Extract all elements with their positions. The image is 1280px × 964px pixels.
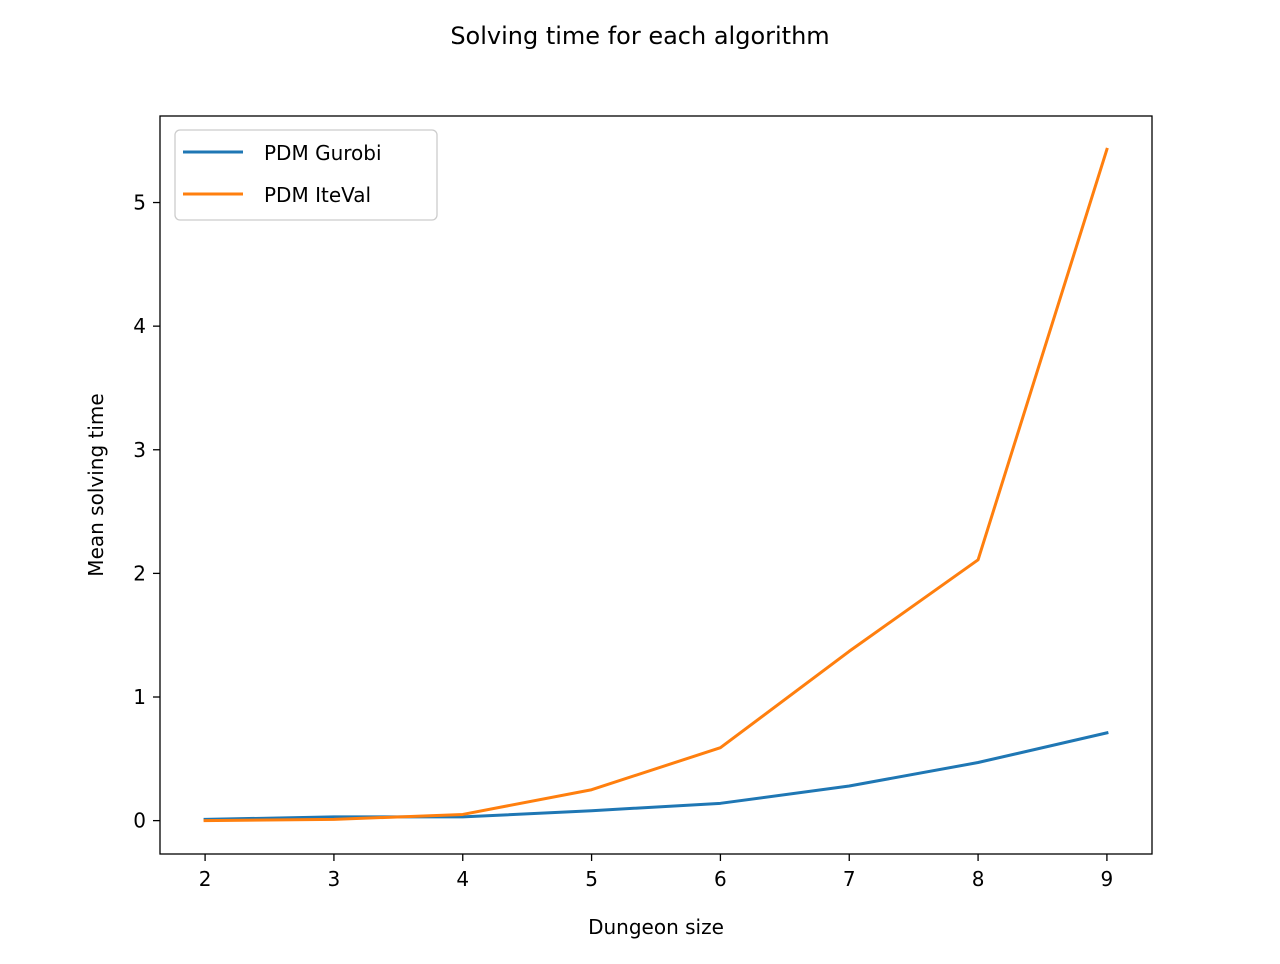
legend: PDM Gurobi PDM IteVal <box>174 129 438 221</box>
y-tick-label: 0 <box>133 809 146 833</box>
y-tick-label: 3 <box>133 438 146 462</box>
chart-title: Solving time for each algorithm <box>450 22 829 50</box>
series-line-pdm-gurobi <box>203 731 1109 821</box>
x-tick-label: 9 <box>1101 867 1114 891</box>
y-tick-label: 1 <box>133 685 146 709</box>
x-tick-label: 5 <box>585 867 598 891</box>
x-axis: 2 3 4 5 6 7 8 9 <box>199 854 1114 891</box>
y-tick-label: 5 <box>133 191 146 215</box>
x-tick-label: 8 <box>972 867 985 891</box>
x-axis-label: Dungeon size <box>588 915 724 939</box>
legend-label-gurobi: PDM Gurobi <box>264 141 382 165</box>
y-tick-label: 4 <box>133 314 146 338</box>
series-layer <box>203 147 1109 823</box>
legend-label-iteval: PDM IteVal <box>264 183 371 207</box>
x-tick-label: 6 <box>714 867 727 891</box>
y-tick-label: 2 <box>133 561 146 585</box>
x-tick-label: 4 <box>456 867 469 891</box>
x-tick-label: 7 <box>843 867 856 891</box>
y-axis: 0 1 2 3 4 5 <box>133 191 160 833</box>
series-line-pdm-iteval <box>203 147 1109 823</box>
y-axis-label: Mean solving time <box>84 393 108 576</box>
plot-frame <box>159 115 1153 855</box>
x-tick-label: 2 <box>199 867 212 891</box>
x-tick-label: 3 <box>328 867 341 891</box>
